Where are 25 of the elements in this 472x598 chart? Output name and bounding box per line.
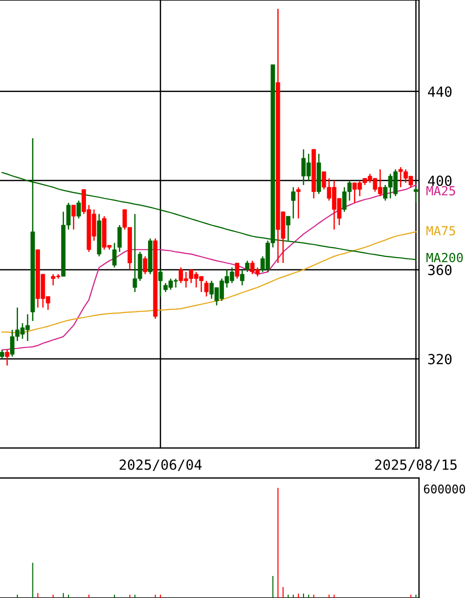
candlestick [296,186,301,220]
y-tick-label: 440 [428,86,452,97]
candlestick [286,216,290,242]
candlestick [291,186,296,220]
y-tick-label: 320 [428,354,452,364]
candlestick [112,242,117,268]
candlestick [234,262,240,280]
candlestick [414,186,418,204]
candlestick [158,269,163,298]
candlestick [5,349,10,366]
series-label: MA25 [426,186,456,196]
text: 600000 [424,484,466,494]
candlestick [142,256,148,275]
candlestick [117,224,122,252]
x-tick-label: 2025/08/15 [375,459,457,472]
candlestick [240,269,244,286]
candlestick [71,204,76,230]
y-tick-label: 400 [428,176,452,186]
series-label: MA75 [426,226,456,236]
candlestick [245,260,250,273]
candlestick [76,200,81,220]
x-tick-label: 2025/06/04 [120,459,202,472]
candlestick [204,280,209,298]
series-label: MA200 [426,252,463,262]
y-tick-label: 360 [428,264,452,276]
